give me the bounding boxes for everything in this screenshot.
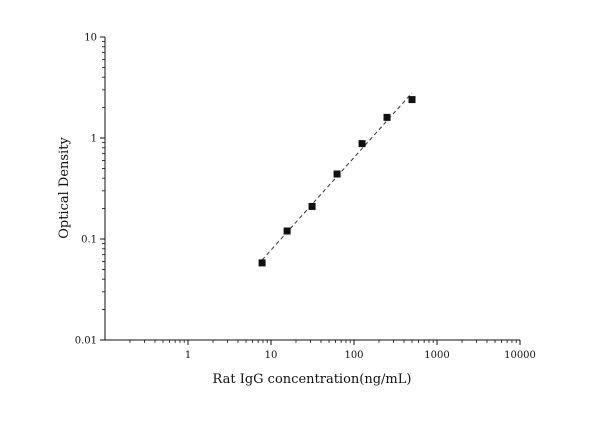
x-tick-label: 10 xyxy=(265,350,278,361)
data-point xyxy=(333,170,341,178)
y-axis-label: Optical Density xyxy=(57,137,72,239)
data-point xyxy=(408,96,416,104)
data-point xyxy=(283,227,291,235)
x-tick-label: 1 xyxy=(185,350,191,361)
x-axis-label: Rat IgG concentration(ng/mL) xyxy=(213,372,412,387)
x-tick-label: 100 xyxy=(344,350,363,361)
x-tick-label: 1000 xyxy=(424,350,449,361)
data-point xyxy=(258,259,266,267)
x-tick-label: 10000 xyxy=(504,350,536,361)
y-tick-label: 10 xyxy=(84,33,97,44)
y-tick-label: 0.1 xyxy=(81,235,97,246)
data-point xyxy=(308,202,316,210)
data-points xyxy=(258,96,416,267)
y-tick-label: 1 xyxy=(91,134,97,145)
axes xyxy=(104,37,520,341)
y-tick-label: 0.01 xyxy=(75,336,97,347)
ticks: 1 10 100 1000 10000 0.01 0.1 1 10 xyxy=(75,33,536,362)
data-point xyxy=(358,140,366,148)
data-point xyxy=(383,113,391,121)
